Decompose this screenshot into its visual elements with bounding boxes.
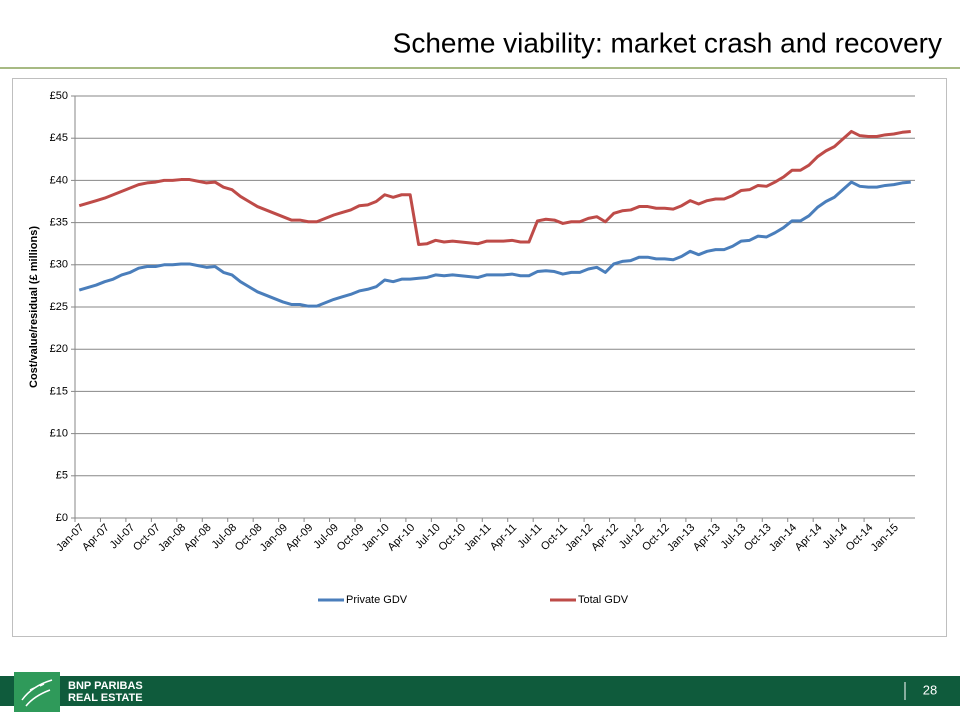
- y-tick-label: £5: [56, 470, 68, 482]
- legend-label: Total GDV: [578, 594, 629, 606]
- y-tick-label: £25: [50, 301, 68, 313]
- logo-stars: [21, 679, 53, 707]
- y-tick-label: £40: [50, 174, 68, 186]
- y-tick-label: £10: [50, 428, 68, 440]
- footer-bar: [0, 676, 960, 706]
- legend-label: Private GDV: [346, 594, 408, 606]
- y-tick-label: £50: [50, 90, 68, 102]
- logo-mark: [14, 672, 60, 712]
- y-axis-label: Cost/value/residual (£ millions): [28, 226, 40, 388]
- page-number: 28: [923, 682, 937, 697]
- logo-text: BNP PARIBAS: [68, 680, 143, 692]
- data-line: [78, 180, 911, 308]
- y-tick-label: £15: [50, 385, 68, 397]
- y-tick-label: £45: [50, 132, 68, 144]
- y-tick-label: £20: [50, 343, 68, 355]
- y-tick-label: £35: [50, 217, 68, 229]
- slide-title: Scheme viability: market crash and recov…: [393, 27, 942, 58]
- y-tick-label: £30: [50, 259, 68, 271]
- logo-text: REAL ESTATE: [68, 692, 143, 704]
- y-tick-label: £0: [56, 512, 68, 524]
- data-line: [78, 129, 911, 247]
- chart-frame: [12, 78, 947, 637]
